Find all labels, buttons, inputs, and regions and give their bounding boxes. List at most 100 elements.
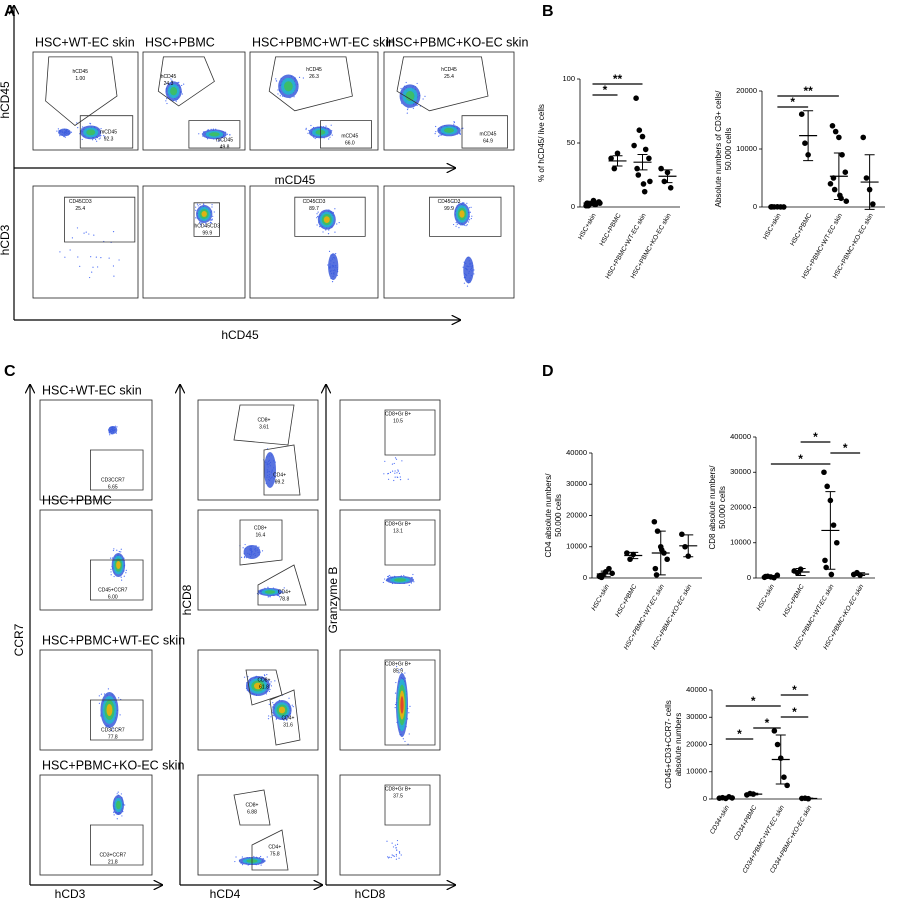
significance-label: * bbox=[843, 441, 848, 455]
gate-value: 99.2 bbox=[275, 479, 285, 485]
data-point bbox=[842, 169, 849, 175]
error-bar bbox=[628, 551, 639, 560]
y-tick-label: 30000 bbox=[566, 479, 587, 488]
event-dot bbox=[110, 574, 112, 576]
event-dot bbox=[270, 716, 272, 718]
event-dot bbox=[260, 855, 262, 858]
error-bar bbox=[864, 154, 875, 210]
data-point bbox=[631, 142, 637, 149]
flow-events bbox=[98, 688, 122, 732]
flow-plot-frame bbox=[32, 51, 139, 151]
gate-value: 6.00 bbox=[108, 594, 118, 600]
event-dot bbox=[396, 839, 399, 842]
event-dot bbox=[103, 693, 106, 695]
event-dot bbox=[391, 842, 393, 844]
event-dot bbox=[305, 127, 307, 129]
data-point bbox=[863, 175, 870, 181]
significance-label: * bbox=[792, 683, 797, 697]
event-dot bbox=[166, 82, 168, 84]
event-dot bbox=[291, 704, 293, 706]
event-dot bbox=[109, 557, 112, 559]
event-dot bbox=[81, 126, 84, 128]
flow-plot-frame bbox=[39, 399, 153, 501]
panel-label: C bbox=[4, 363, 16, 380]
event-dot bbox=[390, 856, 392, 859]
event-dot bbox=[243, 676, 246, 678]
data-point bbox=[784, 782, 790, 789]
gate-name: CD8+ bbox=[254, 525, 267, 531]
event-dot bbox=[121, 815, 123, 817]
event-dot bbox=[310, 124, 312, 127]
event-dot bbox=[470, 217, 472, 220]
event-dot bbox=[268, 715, 270, 717]
density-core bbox=[405, 91, 415, 102]
y-axis-title: CD45+CD3+CCR7- cells bbox=[664, 700, 673, 788]
y-axis-title: CD8 absolute numbers/ bbox=[708, 465, 717, 550]
event-dot bbox=[76, 227, 79, 229]
y-tick-label: 30000 bbox=[730, 467, 751, 476]
event-dot bbox=[322, 231, 324, 233]
y-tick-label: 100 bbox=[562, 74, 575, 83]
data-point bbox=[609, 570, 615, 577]
gate bbox=[269, 689, 301, 746]
flow-events bbox=[450, 201, 475, 287]
event-dot bbox=[412, 573, 414, 576]
event-dot bbox=[112, 231, 115, 233]
data-point bbox=[624, 550, 630, 556]
event-dot bbox=[95, 138, 97, 141]
event-dot bbox=[116, 793, 118, 795]
gate bbox=[193, 202, 220, 237]
event-dot bbox=[104, 136, 106, 138]
event-dot bbox=[336, 223, 338, 225]
event-dot bbox=[115, 432, 117, 434]
event-dot bbox=[247, 676, 249, 678]
event-dot bbox=[196, 203, 199, 205]
x-tick-label: HSC+PBMC bbox=[789, 212, 813, 247]
x-tick-label: HSC+skin bbox=[762, 212, 783, 241]
event-dot bbox=[392, 846, 395, 848]
event-dot bbox=[92, 139, 94, 141]
event-dot bbox=[121, 579, 123, 581]
event-dot bbox=[456, 223, 458, 225]
event-dot bbox=[328, 250, 331, 252]
data-point bbox=[774, 741, 781, 748]
event-dot bbox=[387, 473, 389, 475]
event-dot bbox=[197, 205, 199, 207]
event-dot bbox=[209, 221, 211, 223]
density-core bbox=[264, 452, 276, 488]
plot-title: HSC+PBMC bbox=[145, 35, 215, 49]
y-tick-label: 40000 bbox=[686, 685, 707, 694]
event-dot bbox=[298, 76, 301, 78]
event-dot bbox=[272, 714, 274, 717]
event-dot bbox=[109, 434, 111, 436]
flow-events bbox=[383, 457, 409, 482]
flow-plot-frame bbox=[142, 185, 246, 299]
axis-title: hCD3 bbox=[55, 887, 86, 900]
event-dot bbox=[241, 864, 244, 866]
error-bar bbox=[637, 154, 648, 171]
significance-label: * bbox=[792, 705, 797, 719]
data-point bbox=[870, 201, 876, 207]
event-dot bbox=[400, 87, 402, 90]
gate-value: 99.9 bbox=[202, 231, 212, 237]
flow-events bbox=[386, 839, 402, 860]
event-dot bbox=[270, 681, 272, 683]
error-bar bbox=[612, 155, 623, 167]
event-dot bbox=[382, 581, 384, 584]
event-dot bbox=[412, 107, 415, 109]
event-dot bbox=[452, 201, 454, 203]
event-dot bbox=[110, 568, 112, 570]
event-dot bbox=[459, 133, 461, 136]
flow-events bbox=[399, 81, 464, 137]
event-dot bbox=[393, 462, 395, 465]
event-dot bbox=[434, 133, 436, 135]
event-dot bbox=[279, 95, 281, 97]
density-core bbox=[106, 704, 113, 716]
event-dot bbox=[302, 77, 304, 79]
event-dot bbox=[198, 133, 200, 135]
gate bbox=[396, 56, 489, 112]
event-dot bbox=[199, 203, 201, 206]
data-point bbox=[860, 134, 867, 141]
data-point bbox=[633, 95, 639, 101]
density-core bbox=[284, 81, 293, 92]
